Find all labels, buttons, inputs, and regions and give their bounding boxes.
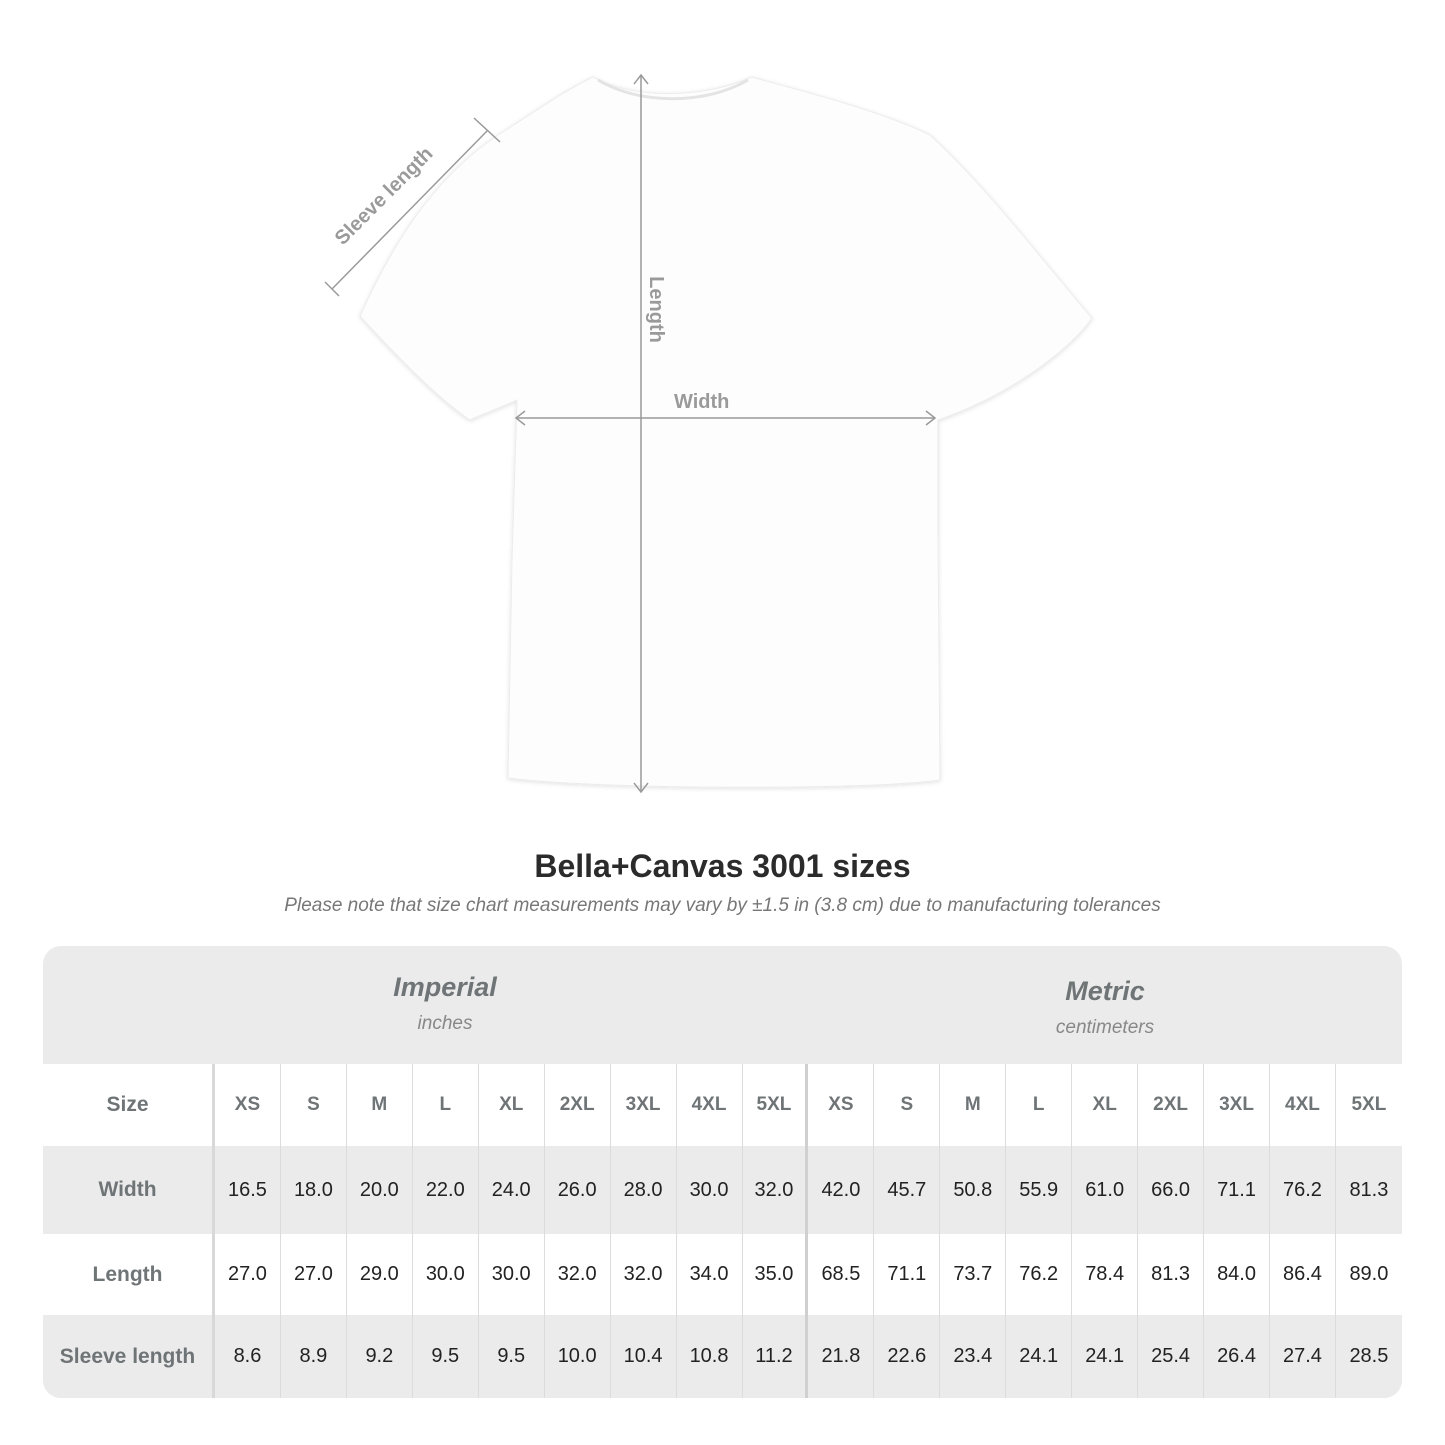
metric-unit: centimeters (1055, 1017, 1155, 1038)
metric-size-L: L (1006, 1064, 1073, 1146)
imperial-size-XL: XL (479, 1064, 545, 1146)
metric-value-cell: 61.0 (1072, 1146, 1139, 1234)
imperial-value-cell: 26.0 (545, 1146, 611, 1234)
imperial-value-cell: 10.8 (677, 1315, 743, 1398)
imperial-value-cell: 28.0 (611, 1146, 677, 1234)
metric-value-cell: 50.8 (940, 1146, 1007, 1234)
imperial-value-cell: 29.0 (347, 1234, 413, 1315)
metric-size-S: S (874, 1064, 941, 1146)
imperial-value-cell: 30.0 (413, 1234, 479, 1315)
imperial-value-cell: 16.5 (215, 1146, 281, 1234)
metric-label: Metric (1065, 976, 1145, 1006)
imperial-label: Imperial (393, 972, 497, 1002)
metric-size-M: M (940, 1064, 1007, 1146)
metric-value-cell: 81.3 (1349, 1178, 1389, 1201)
metric-size-2XL: 2XL (1138, 1064, 1205, 1146)
metric-value-cell: 23.4 (940, 1315, 1007, 1398)
imperial-value-cell: 24.0 (479, 1146, 545, 1234)
metric-value-cell: 55.9 (1006, 1146, 1073, 1234)
metric-value-cell: 71.1 (1204, 1146, 1270, 1234)
size-header: Size (43, 1064, 215, 1146)
metric-header: Metric centimeters (808, 946, 1402, 1094)
metric-value-cell: 24.1 (1072, 1315, 1139, 1398)
imperial-unit: inches (417, 1013, 473, 1034)
imperial-value-cell: 32.0 (611, 1234, 677, 1315)
imperial-value-cell: 32.0 (743, 1146, 809, 1234)
imperial-size-M: M (347, 1064, 413, 1146)
imperial-header: Imperial inches (215, 946, 675, 1090)
imperial-value-cell: 8.6 (215, 1315, 281, 1398)
metric-value-cell: 22.6 (874, 1315, 941, 1398)
imperial-value-cell: 27.0 (281, 1234, 347, 1315)
size-chart-table: Imperial inches Metric centimeters Size X… (43, 946, 1402, 1398)
metric-size-5XL: 5XL (1351, 1094, 1387, 1115)
imperial-value-cell: 9.2 (347, 1315, 413, 1398)
size-header-row: Size XS S M L XL 2XL 3XL 4XL 5XL XS S M L XL 2XL 3XL 4XL 5… (43, 1064, 1402, 1146)
dimension-lines (324, 73, 937, 794)
row-label: Width (43, 1146, 215, 1234)
metric-size-3XL: 3XL (1204, 1064, 1270, 1146)
imperial-value-cell: 8.9 (281, 1315, 347, 1398)
metric-value-cell: 25.4 (1138, 1315, 1205, 1398)
row-label: Length (43, 1234, 215, 1315)
metric-value-cell: 71.1 (874, 1234, 941, 1315)
metric-size-XS: XS (808, 1064, 875, 1146)
metric-value-cell: 24.1 (1006, 1315, 1073, 1398)
imperial-size-L: L (413, 1064, 479, 1146)
metric-value-cell: 78.4 (1072, 1234, 1139, 1315)
metric-size-4XL: 4XL (1270, 1064, 1336, 1146)
length-label: Length (644, 276, 667, 343)
metric-value-cell: 68.5 (808, 1234, 875, 1315)
imperial-value-cell: 35.0 (743, 1234, 809, 1315)
imperial-value-cell: 27.0 (215, 1234, 281, 1315)
metric-size-XL: XL (1072, 1064, 1139, 1146)
metric-value-cell: 81.3 (1138, 1234, 1205, 1315)
table-row: Length 27.0 27.0 29.0 30.0 30.0 32.0 32.0 34.0 35… (43, 1234, 1402, 1315)
imperial-value-cell: 10.4 (611, 1315, 677, 1398)
row-label: Sleeve length (43, 1315, 215, 1398)
imperial-value-cell: 9.5 (413, 1315, 479, 1398)
metric-value-cell: 89.0 (1349, 1263, 1389, 1285)
table-row: Sleeve length 8.6 8.9 9.2 9.5 9.5 10.0 10.4 10.8… (43, 1315, 1402, 1398)
metric-value-cell: 66.0 (1138, 1146, 1205, 1234)
metric-value-cell: 27.4 (1270, 1315, 1336, 1398)
imperial-size-4XL: 4XL (677, 1064, 743, 1146)
metric-value-cell: 21.8 (808, 1315, 875, 1398)
imperial-value-cell: 32.0 (545, 1234, 611, 1315)
imperial-value-cell: 30.0 (677, 1146, 743, 1234)
metric-value-cell: 76.2 (1270, 1146, 1336, 1234)
metric-value-cell: 76.2 (1006, 1234, 1073, 1315)
imperial-value-cell: 22.0 (413, 1146, 479, 1234)
imperial-size-5XL: 5XL (743, 1064, 809, 1146)
table-row: Width 16.5 18.0 20.0 22.0 24.0 26.0 28.0 30.0 32.… (43, 1146, 1402, 1234)
page-title: Bella+Canvas 3001 sizes (534, 848, 911, 884)
metric-value-cell: 84.0 (1204, 1234, 1270, 1315)
imperial-size-3XL: 3XL (611, 1064, 677, 1146)
subtitle: Please note that size chart measurements… (284, 895, 1161, 916)
tshirt-shape (359, 76, 1093, 788)
width-label: Width (674, 391, 730, 413)
imperial-size-XS: XS (215, 1064, 281, 1146)
tshirt-diagram (324, 73, 1093, 794)
imperial-size-2XL: 2XL (545, 1064, 611, 1146)
imperial-value-cell: 34.0 (677, 1234, 743, 1315)
metric-value-cell: 86.4 (1270, 1234, 1336, 1315)
imperial-value-cell: 11.2 (743, 1315, 809, 1398)
metric-value-cell: 28.5 (1349, 1345, 1389, 1367)
imperial-size-S: S (281, 1064, 347, 1146)
imperial-value-cell: 9.5 (479, 1315, 545, 1398)
imperial-value-cell: 18.0 (281, 1146, 347, 1234)
metric-value-cell: 73.7 (940, 1234, 1007, 1315)
imperial-value-cell: 30.0 (479, 1234, 545, 1315)
metric-value-cell: 42.0 (808, 1146, 875, 1234)
imperial-value-cell: 20.0 (347, 1146, 413, 1234)
metric-value-cell: 26.4 (1204, 1315, 1270, 1398)
metric-value-cell: 45.7 (874, 1146, 941, 1234)
imperial-value-cell: 10.0 (545, 1315, 611, 1398)
